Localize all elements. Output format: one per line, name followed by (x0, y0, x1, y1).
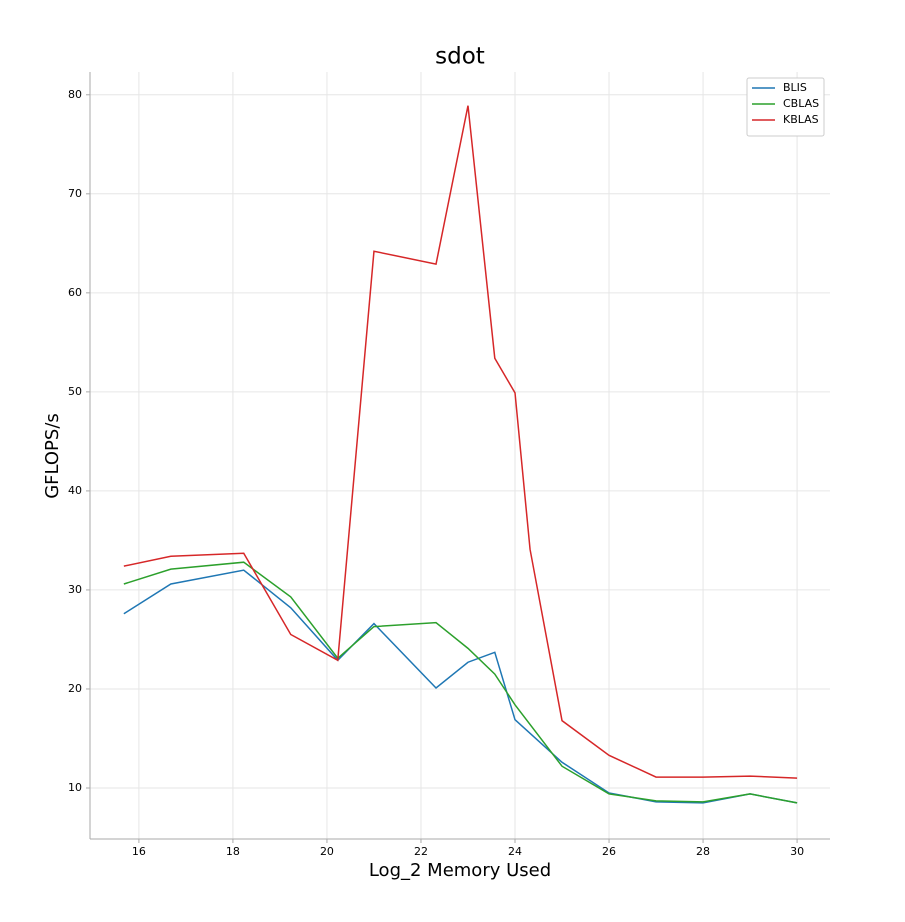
legend-label: KBLAS (783, 113, 819, 126)
y-tick-label: 80 (68, 88, 82, 101)
legend-label: BLIS (783, 81, 807, 94)
x-tick-label: 22 (414, 845, 428, 858)
y-tick-label: 50 (68, 385, 82, 398)
y-tick-label: 30 (68, 583, 82, 596)
x-tick-label: 26 (602, 845, 616, 858)
x-tick-label: 30 (790, 845, 804, 858)
y-tick-label: 20 (68, 682, 82, 695)
y-axis-label: GFLOPS/s (42, 413, 63, 499)
x-tick-label: 18 (226, 845, 240, 858)
chart-title: sdot (435, 44, 485, 70)
legend-label: CBLAS (783, 97, 819, 110)
x-tick-label: 28 (696, 845, 710, 858)
y-tick-label: 60 (68, 286, 82, 299)
series-line (123, 569, 798, 804)
x-tick-label: 16 (132, 845, 146, 858)
y-tick-label: 40 (68, 484, 82, 497)
x-tick-label: 20 (320, 845, 334, 858)
y-tick-label: 10 (68, 781, 82, 794)
y-tick-label: 70 (68, 187, 82, 200)
x-tick-label: 24 (508, 845, 522, 858)
series-line (123, 561, 798, 804)
x-axis-label: Log_2 Memory Used (369, 860, 551, 881)
legend-box (746, 77, 825, 137)
series-line (123, 105, 798, 779)
